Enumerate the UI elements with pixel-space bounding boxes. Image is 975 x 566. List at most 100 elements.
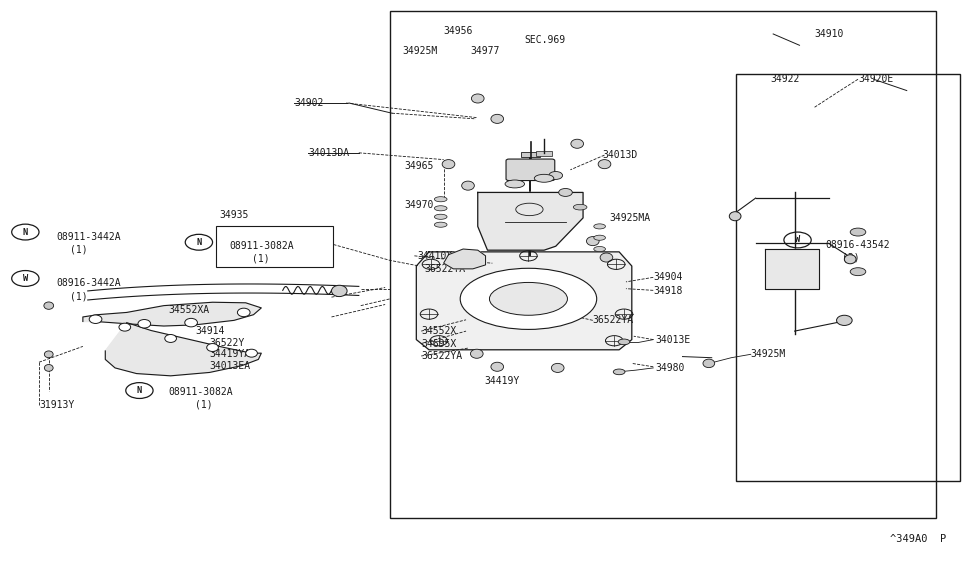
Ellipse shape xyxy=(435,196,447,202)
Text: 34013DA: 34013DA xyxy=(308,148,349,158)
FancyBboxPatch shape xyxy=(506,159,555,181)
Text: (2): (2) xyxy=(842,252,860,263)
Circle shape xyxy=(549,171,563,179)
Text: 34970: 34970 xyxy=(405,200,434,210)
Ellipse shape xyxy=(238,308,250,317)
Text: 31913Y: 31913Y xyxy=(39,400,74,410)
Text: 36522YA: 36522YA xyxy=(424,264,465,275)
Ellipse shape xyxy=(45,351,53,358)
Text: (1): (1) xyxy=(195,400,213,410)
Ellipse shape xyxy=(573,204,587,210)
Text: 34956: 34956 xyxy=(444,26,473,36)
Text: 34902: 34902 xyxy=(294,98,324,108)
Ellipse shape xyxy=(45,365,53,371)
Ellipse shape xyxy=(435,205,447,211)
Ellipse shape xyxy=(119,323,131,331)
Text: 34552X: 34552X xyxy=(421,326,456,336)
Text: 34695X: 34695X xyxy=(421,338,456,349)
Text: 34419YA: 34419YA xyxy=(210,349,251,359)
Text: 34904: 34904 xyxy=(653,272,682,282)
Ellipse shape xyxy=(594,235,605,240)
Text: 08916-43542: 08916-43542 xyxy=(826,239,890,250)
Ellipse shape xyxy=(505,180,525,188)
Ellipse shape xyxy=(462,181,474,190)
Text: 08916-3442A: 08916-3442A xyxy=(57,278,121,288)
Bar xyxy=(536,151,552,156)
Text: (1): (1) xyxy=(70,291,88,301)
Ellipse shape xyxy=(185,318,197,327)
Bar xyxy=(390,11,936,518)
Polygon shape xyxy=(83,302,261,326)
Ellipse shape xyxy=(207,344,218,351)
Ellipse shape xyxy=(44,302,54,309)
Text: 34914: 34914 xyxy=(195,326,224,336)
Text: 34925M: 34925M xyxy=(403,46,438,56)
Ellipse shape xyxy=(594,224,605,229)
Bar xyxy=(521,152,540,157)
Ellipse shape xyxy=(594,246,605,251)
Text: W: W xyxy=(22,274,28,283)
Ellipse shape xyxy=(460,268,597,329)
Ellipse shape xyxy=(489,282,567,315)
Ellipse shape xyxy=(435,214,447,220)
Ellipse shape xyxy=(470,349,483,358)
Circle shape xyxy=(559,188,572,196)
Text: 34013EA: 34013EA xyxy=(210,361,251,371)
Ellipse shape xyxy=(850,268,866,276)
Text: 36522YA: 36522YA xyxy=(593,315,634,325)
Ellipse shape xyxy=(729,212,741,221)
Ellipse shape xyxy=(598,160,610,169)
Polygon shape xyxy=(416,252,632,350)
Text: 36522YA: 36522YA xyxy=(421,351,462,361)
Text: SEC.969: SEC.969 xyxy=(525,35,566,45)
Text: 08911-3442A: 08911-3442A xyxy=(57,231,121,242)
Text: 34410X: 34410X xyxy=(417,251,452,261)
Text: ^349A0  P: ^349A0 P xyxy=(889,534,946,544)
Ellipse shape xyxy=(618,339,630,345)
Text: W: W xyxy=(795,235,800,245)
Polygon shape xyxy=(765,249,819,289)
Ellipse shape xyxy=(552,363,564,372)
Polygon shape xyxy=(105,323,261,376)
Text: 34965: 34965 xyxy=(405,161,434,171)
Text: 34918: 34918 xyxy=(653,286,682,297)
Ellipse shape xyxy=(613,369,625,375)
Polygon shape xyxy=(444,249,486,269)
Text: 34935: 34935 xyxy=(219,210,249,220)
Text: 36522Y: 36522Y xyxy=(210,338,245,348)
Ellipse shape xyxy=(435,222,447,228)
Text: 34013E: 34013E xyxy=(655,335,690,345)
Ellipse shape xyxy=(90,315,102,324)
Text: N: N xyxy=(196,238,202,247)
Bar xyxy=(736,74,960,481)
Bar xyxy=(216,226,333,267)
Ellipse shape xyxy=(586,237,599,246)
Text: N: N xyxy=(22,228,28,237)
Ellipse shape xyxy=(442,160,454,169)
Polygon shape xyxy=(478,192,583,250)
Text: 34977: 34977 xyxy=(470,46,499,56)
Ellipse shape xyxy=(570,139,583,148)
Text: 34925M: 34925M xyxy=(751,349,786,359)
Text: 34910: 34910 xyxy=(814,29,843,39)
Text: 34552XA: 34552XA xyxy=(169,305,210,315)
Ellipse shape xyxy=(601,253,613,262)
Ellipse shape xyxy=(490,362,503,371)
Ellipse shape xyxy=(165,335,176,342)
Ellipse shape xyxy=(837,315,852,325)
Text: 08911-3082A: 08911-3082A xyxy=(169,387,233,397)
Ellipse shape xyxy=(490,114,503,123)
Text: 34013D: 34013D xyxy=(603,150,638,160)
Text: 08911-3082A: 08911-3082A xyxy=(229,241,293,251)
Ellipse shape xyxy=(472,94,484,103)
Ellipse shape xyxy=(703,359,715,368)
Ellipse shape xyxy=(246,349,257,357)
Ellipse shape xyxy=(844,255,856,264)
Ellipse shape xyxy=(332,285,347,297)
Ellipse shape xyxy=(534,174,554,182)
Text: 34419Y: 34419Y xyxy=(485,376,520,387)
Text: 34920E: 34920E xyxy=(858,74,893,84)
Text: (1): (1) xyxy=(70,245,88,255)
Text: 34980: 34980 xyxy=(655,363,684,373)
Text: N: N xyxy=(136,386,142,395)
